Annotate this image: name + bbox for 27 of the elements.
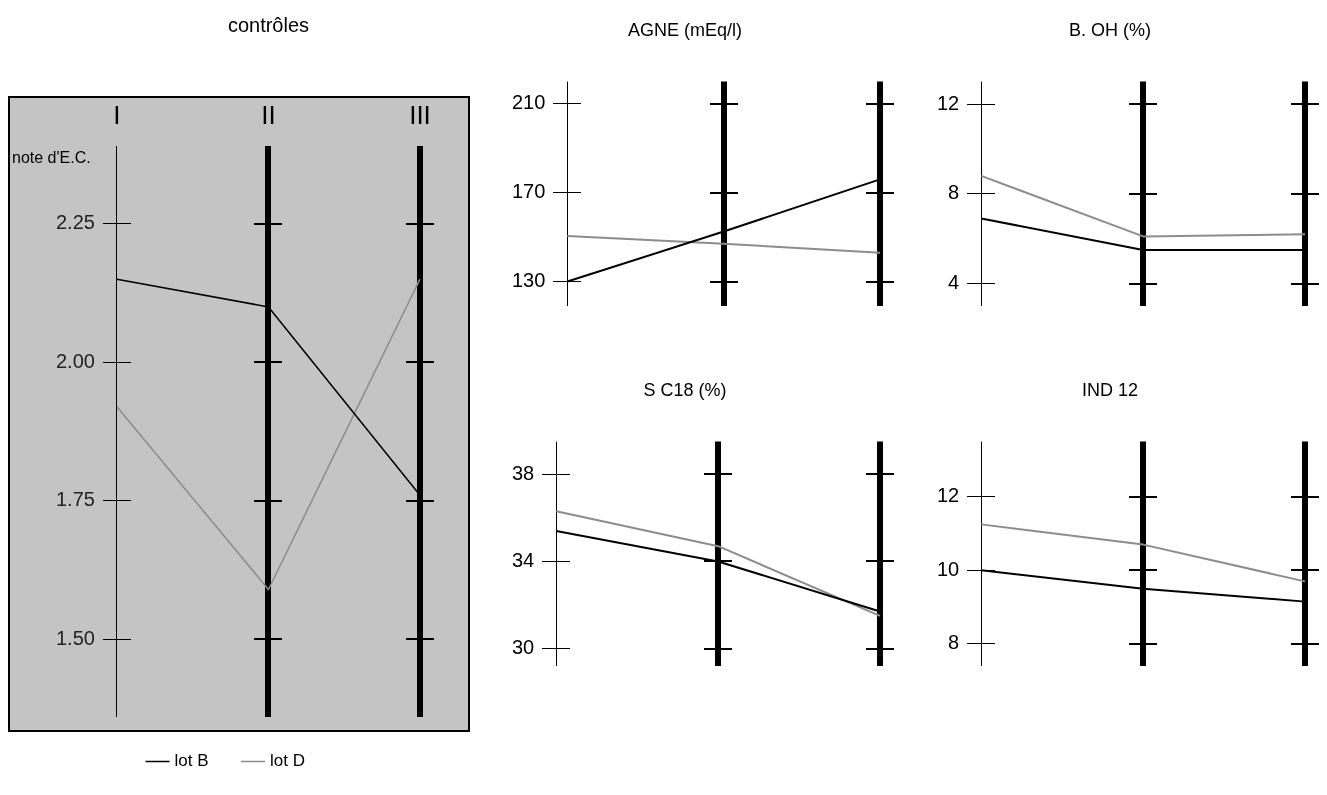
y-tick-label: 210: [511, 91, 546, 114]
y-tick-label: 2.00: [55, 349, 95, 372]
chart-title: IND 12: [1081, 379, 1139, 400]
y-tick-label: 12: [937, 91, 960, 114]
y-tick-label: 30: [512, 636, 535, 659]
y-axis-title: note d'E.C.: [12, 148, 91, 166]
y-tick-label: 1.50: [55, 626, 95, 649]
y-tick-label: 8: [948, 631, 960, 654]
y-tick-label: 4: [948, 271, 960, 294]
y-tick-label: 12: [937, 484, 960, 507]
y-tick-label: 1.75: [55, 488, 95, 511]
y-tick-label: 10: [937, 557, 960, 580]
x-tick-label: I: [113, 99, 121, 130]
x-axis-title: contrôles: [227, 13, 310, 36]
legend-label: lot D: [270, 751, 305, 771]
chart-title: S C18 (%): [643, 379, 727, 400]
y-tick-label: 2.25: [55, 211, 95, 234]
x-tick-label: II: [261, 99, 276, 130]
x-tick-label: III: [409, 99, 431, 130]
y-tick-label: 8: [948, 181, 960, 204]
chart-title: AGNE (mEq/l): [627, 19, 743, 40]
chart-title: B. OH (%): [1068, 19, 1152, 40]
legend-label: lot B: [174, 751, 209, 771]
y-tick-label: 170: [511, 180, 546, 203]
y-tick-label: 34: [512, 548, 535, 571]
y-tick-label: 130: [511, 269, 546, 292]
y-tick-label: 38: [512, 461, 535, 484]
